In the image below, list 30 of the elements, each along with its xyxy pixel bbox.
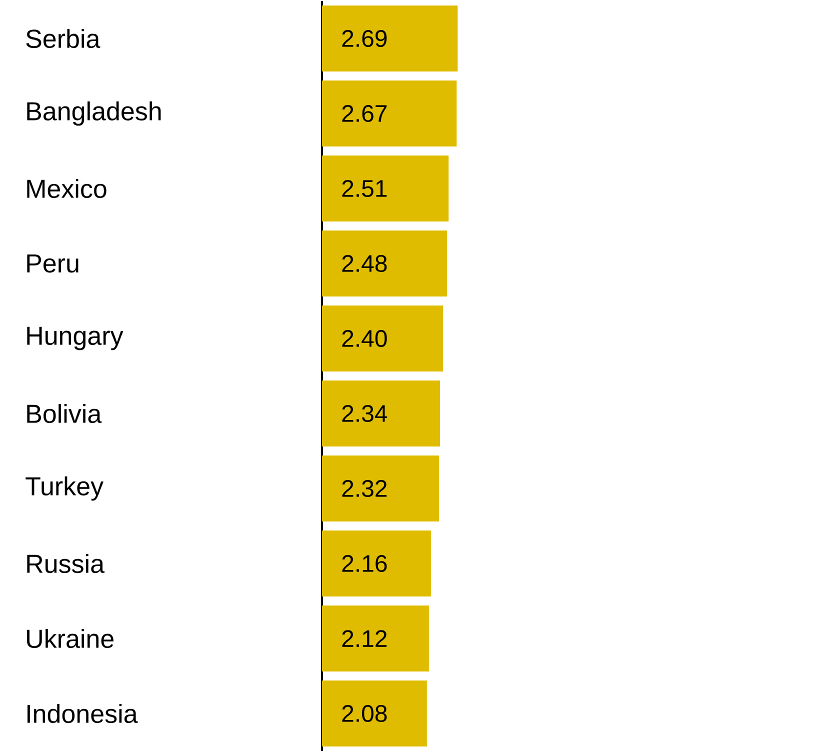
bar	[322, 230, 448, 297]
y-tick-label: Peru	[27, 254, 78, 273]
bar	[322, 156, 449, 222]
bar	[322, 6, 458, 72]
bar	[322, 456, 440, 522]
bar	[322, 606, 429, 672]
y-tick-label: Bangladesh	[27, 101, 161, 126]
y-tick-label: Bolivia	[27, 404, 102, 424]
data-label: 2.40	[342, 330, 387, 347]
y-tick-label: Serbia	[26, 28, 100, 48]
y-tick-label: Turkey	[26, 476, 104, 501]
y-tick-label: Hungary	[27, 326, 124, 350]
data-label: 2.12	[342, 630, 387, 647]
y-tick-label: Indonesia	[27, 704, 138, 724]
bar	[322, 306, 444, 372]
bar	[322, 380, 440, 447]
data-label: 2.16	[342, 555, 387, 572]
y-tick-label: Mexico	[27, 178, 106, 198]
y-tick-label: Russia	[27, 554, 105, 574]
data-label: 2.69	[342, 30, 387, 47]
y-tick-label: Ukraine	[27, 628, 114, 648]
data-label: 2.51	[342, 180, 387, 197]
data-label: 2.32	[342, 480, 387, 497]
data-label: 2.67	[342, 105, 387, 122]
data-label: 2.34	[342, 405, 388, 422]
data-label: 2.48	[342, 255, 387, 272]
data-label: 2.08	[342, 705, 387, 722]
bar	[322, 80, 457, 147]
bar	[322, 530, 431, 597]
bar	[322, 680, 427, 747]
